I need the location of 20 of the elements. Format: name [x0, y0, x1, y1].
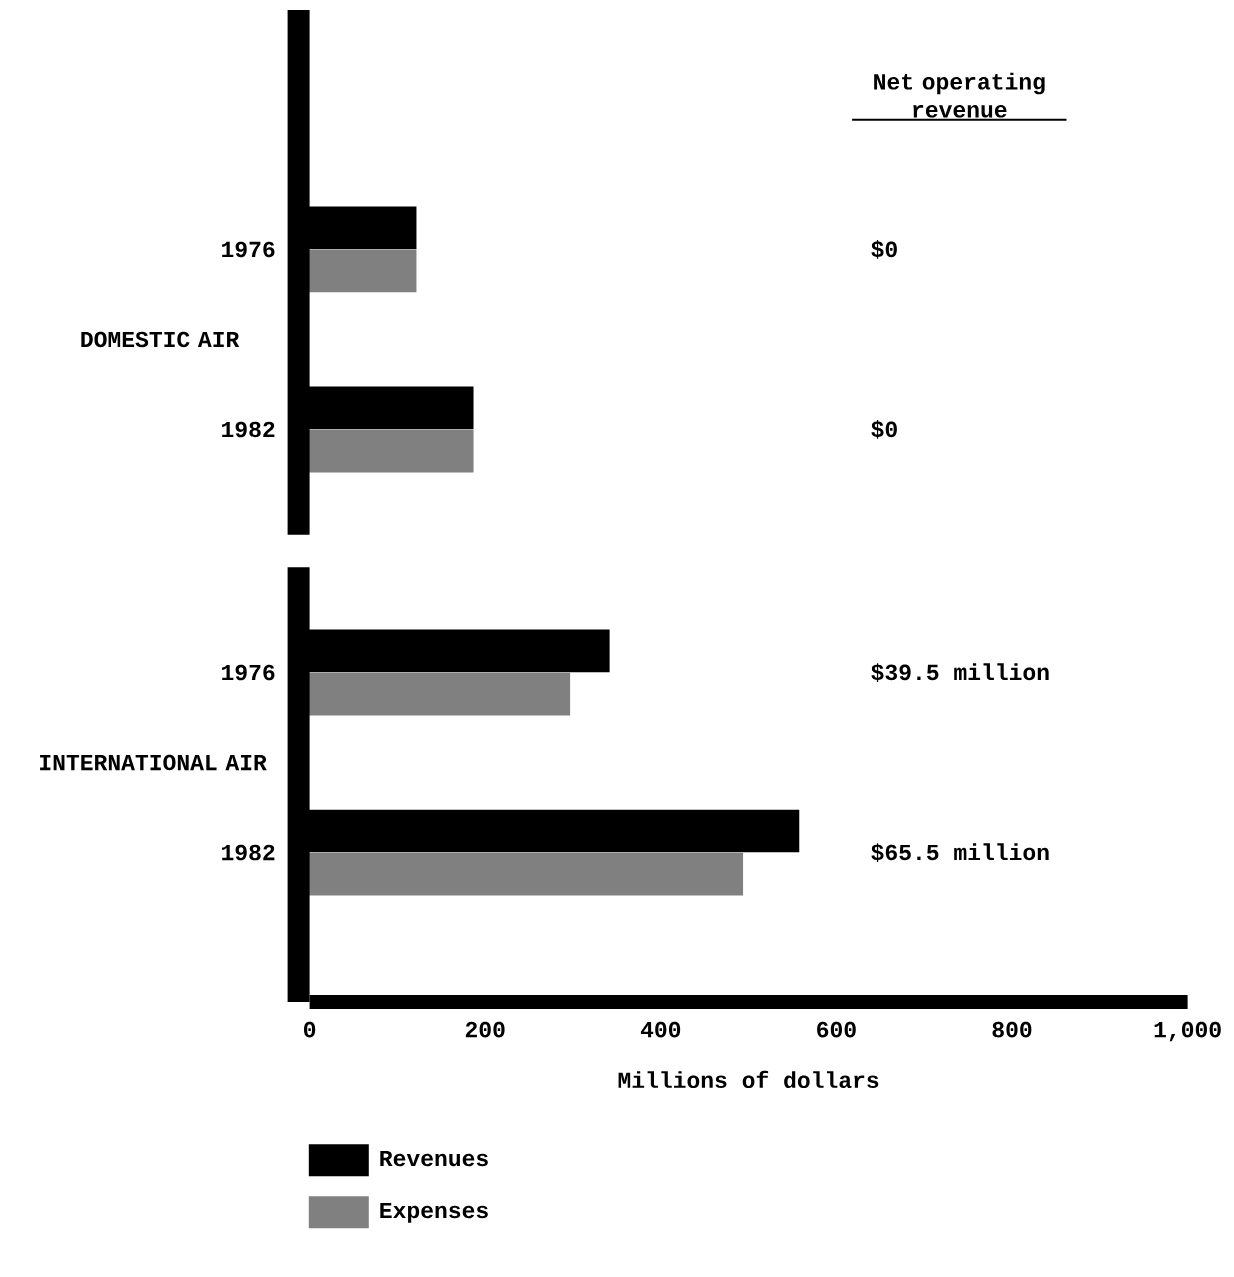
x-tick-label: 400 — [641, 1021, 681, 1038]
y-tick-label: 1976 — [222, 241, 275, 258]
x-tick-label: 800 — [992, 1021, 1032, 1038]
legend-label: Revenues — [380, 1150, 489, 1167]
x-tick-label: 600 — [817, 1021, 856, 1038]
text: DOMESTIC AIR — [81, 331, 240, 348]
legend-label: Expenses — [380, 1202, 489, 1223]
x-tick-label: 1,000 — [1154, 1021, 1221, 1042]
y-tick-label: 1976 — [222, 664, 275, 681]
x-axis-title: Millions of dollars — [618, 1070, 879, 1089]
y-tick-label: 1982 — [222, 844, 275, 861]
annotation: $0 — [871, 420, 898, 439]
x-tick-label: 200 — [466, 1021, 505, 1038]
x-tick-label: 0 — [304, 1021, 316, 1038]
annotation: $65.5 million — [871, 843, 1049, 862]
y-tick-label: 1982 — [222, 421, 275, 438]
annotation: $39.5 million — [871, 663, 1049, 682]
text: Net operating revenue — [874, 72, 1045, 118]
annotation: $0 — [871, 240, 898, 259]
text: INTERNATIONAL AIR — [40, 754, 267, 771]
